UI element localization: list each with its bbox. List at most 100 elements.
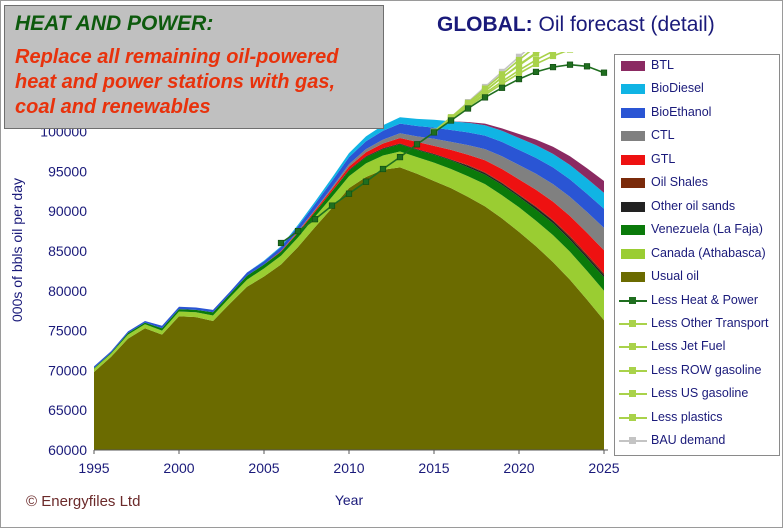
marker-less-heat-power xyxy=(549,64,557,71)
x-tick-label: 2020 xyxy=(503,460,534,476)
legend-item-ctl: CTL xyxy=(615,127,781,147)
x-tick-label: 1995 xyxy=(78,460,109,476)
legend-item-bioethanol: BioEthanol xyxy=(615,104,781,124)
legend-marker xyxy=(629,413,636,421)
marker-less-heat-power xyxy=(447,117,455,124)
y-tick-label: 85000 xyxy=(48,243,87,259)
y-tick-label: 60000 xyxy=(48,442,87,458)
marker-less-other-transport xyxy=(566,52,574,53)
y-tick-label: 80000 xyxy=(48,283,87,299)
line-less-jet-fuel xyxy=(430,37,590,135)
legend-swatch xyxy=(621,225,645,236)
y-tick-label: 70000 xyxy=(48,362,87,378)
legend-swatch xyxy=(621,154,645,165)
legend-swatch xyxy=(621,178,645,189)
y-tick-label: 90000 xyxy=(48,203,87,219)
marker-less-heat-power xyxy=(498,84,506,91)
legend-item-less-row-gasoline: Less ROW gasoline xyxy=(615,362,781,382)
legend-swatch xyxy=(621,272,645,283)
x-axis-title: Year xyxy=(335,492,364,508)
marker-bau-demand xyxy=(533,39,539,45)
x-tick-label: 2000 xyxy=(163,460,194,476)
legend-marker xyxy=(629,366,636,374)
legend-item-btl: BTL xyxy=(615,57,781,77)
y-axis-title: 000s of bbls oil per day xyxy=(9,178,25,322)
marker-less-heat-power xyxy=(379,165,387,173)
legend-label: Less US gasoline xyxy=(651,386,749,401)
marker-less-heat-power xyxy=(532,68,540,75)
legend-label: Less plastics xyxy=(651,409,723,424)
legend-label: Oil Shales xyxy=(651,175,708,190)
legend-label: BioDiesel xyxy=(651,81,704,96)
legend-marker xyxy=(629,296,636,304)
marker-less-jet-fuel xyxy=(584,37,590,43)
y-tick-label: 75000 xyxy=(48,323,87,339)
marker-less-heat-power xyxy=(430,129,438,136)
marker-less-heat-power xyxy=(600,69,608,76)
marker-less-other-transport xyxy=(601,44,607,50)
chart-legend: BTL BioDiesel BioEthanol CTL GTL Oil Shales Ot… xyxy=(614,54,780,456)
legend-label: BAU demand xyxy=(651,433,726,448)
legend-label: Canada (Athabasca) xyxy=(651,245,766,260)
marker-less-plastics xyxy=(601,0,607,2)
legend-swatch xyxy=(621,107,645,118)
chart-title-subject: Oil forecast (detail) xyxy=(532,13,715,36)
legend-marker xyxy=(629,390,636,398)
legend-item-bau-demand: BAU demand xyxy=(615,432,781,452)
legend-item-biodiesel: BioDiesel xyxy=(615,80,781,100)
legend-label: GTL xyxy=(651,151,676,166)
legend-item-less-us-gasoline: Less US gasoline xyxy=(615,385,781,405)
marker-less-us-gasoline xyxy=(550,40,556,46)
marker-less-heat-power xyxy=(481,94,489,101)
legend-swatch xyxy=(621,84,645,95)
legend-item-less-plastics: Less plastics xyxy=(615,409,781,429)
line-less-heat-power xyxy=(277,61,608,247)
legend-item-less-heat-power: Less Heat & Power xyxy=(615,292,781,312)
marker-less-heat-power xyxy=(583,63,591,70)
legend-item-canada-athabasca: Canada (Athabasca) xyxy=(615,245,781,265)
marker-less-heat-power xyxy=(294,228,302,235)
marker-less-heat-power xyxy=(345,190,353,197)
marker-less-heat-power xyxy=(396,154,404,161)
legend-swatch xyxy=(621,131,645,142)
legend-marker xyxy=(629,437,636,445)
legend-swatch xyxy=(621,201,645,212)
marker-less-heat-power xyxy=(566,61,574,68)
legend-label: Less Jet Fuel xyxy=(651,339,726,354)
marker-less-plastics xyxy=(533,44,539,50)
x-tick-label: 2015 xyxy=(418,460,449,476)
legend-item-venezuela-la-faja: Venezuela (La Faja) xyxy=(615,221,781,241)
marker-less-heat-power xyxy=(328,202,336,209)
legend-label: Less Other Transport xyxy=(651,315,769,330)
x-tick-label: 2025 xyxy=(588,460,619,476)
marker-less-other-transport xyxy=(549,52,557,60)
callout-text: Replace all remaining oil-powered heat a… xyxy=(15,46,339,118)
legend-label: Venezuela (La Faja) xyxy=(651,222,763,237)
marker-less-other-transport xyxy=(532,60,540,67)
legend-item-usual-oil: Usual oil xyxy=(615,268,781,288)
marker-less-row-gasoline xyxy=(532,52,540,57)
y-tick-label: 95000 xyxy=(48,163,87,179)
legend-swatch xyxy=(621,61,645,71)
marker-less-heat-power xyxy=(464,105,472,112)
scenario-callout: HEAT AND POWER: Replace all remaining oi… xyxy=(4,5,384,129)
marker-less-heat-power xyxy=(277,239,285,247)
legend-label: BioEthanol xyxy=(651,104,712,119)
legend-item-oil-shales: Oil Shales xyxy=(615,174,781,194)
marker-less-heat-power xyxy=(362,178,370,185)
chart-title: GLOBAL: Oil forecast (detail) xyxy=(437,13,715,37)
legend-label: Usual oil xyxy=(651,269,699,284)
legend-marker xyxy=(629,319,636,327)
legend-swatch xyxy=(621,248,645,259)
legend-label: Other oil sands xyxy=(651,198,736,213)
legend-item-less-jet-fuel: Less Jet Fuel xyxy=(615,338,781,358)
chart-title-region: GLOBAL: xyxy=(437,13,533,36)
marker-less-plastics xyxy=(584,7,590,13)
marker-less-heat-power xyxy=(311,216,319,223)
x-tick-label: 2005 xyxy=(248,460,279,476)
y-tick-label: 65000 xyxy=(48,402,87,418)
marker-less-jet-fuel xyxy=(567,41,573,47)
legend-item-gtl: GTL xyxy=(615,151,781,171)
legend-marker xyxy=(629,343,636,351)
marker-less-heat-power xyxy=(413,141,421,148)
